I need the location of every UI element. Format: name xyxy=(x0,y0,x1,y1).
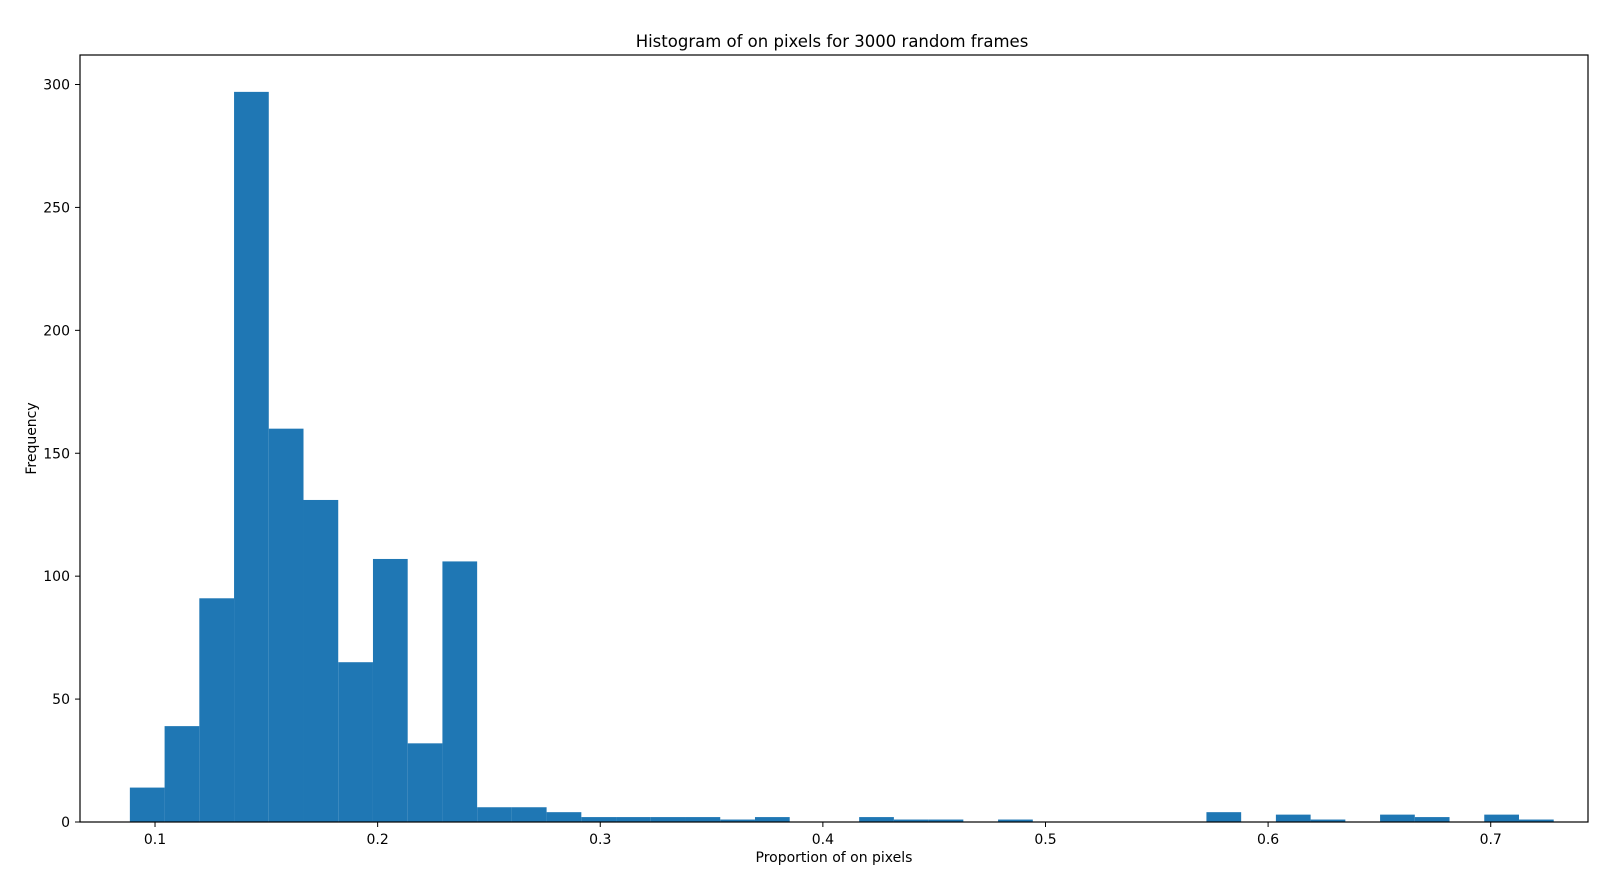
y-tick-label: 200 xyxy=(43,323,70,339)
histogram-bar xyxy=(234,91,269,822)
histogram-bar xyxy=(164,726,200,822)
histogram-bar xyxy=(546,812,582,822)
histogram-bar xyxy=(372,558,408,822)
histogram-bar xyxy=(268,428,304,822)
x-tick-label: 0.4 xyxy=(812,832,834,848)
histogram-bar xyxy=(720,819,755,822)
y-axis-ticks: 0 50 100 150 200 250 300 xyxy=(43,78,80,831)
y-tick-label: 250 xyxy=(43,200,70,216)
histogram-bar xyxy=(581,817,617,822)
histogram-bar xyxy=(1518,819,1554,822)
histogram-bar xyxy=(1484,814,1519,822)
x-tick-label: 0.6 xyxy=(1257,832,1279,848)
x-tick-label: 0.5 xyxy=(1034,832,1056,848)
histogram-bar xyxy=(685,817,721,822)
y-axis-label: Frequency xyxy=(24,402,40,474)
x-tick-label: 0.1 xyxy=(144,832,166,848)
y-tick-label: 0 xyxy=(61,815,70,831)
histogram-bar xyxy=(199,598,235,822)
histogram-bar xyxy=(1310,819,1346,822)
x-axis-label: Proportion of on pixels xyxy=(756,850,913,866)
x-tick-label: 0.3 xyxy=(589,832,611,848)
histogram-bar xyxy=(1206,812,1242,822)
histogram-bar xyxy=(477,807,512,822)
y-tick-label: 150 xyxy=(43,446,70,462)
histogram-bar xyxy=(650,817,686,822)
histogram-bar xyxy=(998,819,1033,822)
histogram-bar xyxy=(928,819,964,822)
histogram-bar xyxy=(442,561,478,822)
histogram-bar xyxy=(893,819,929,822)
bars-layer xyxy=(129,91,1554,822)
histogram-bar xyxy=(616,817,651,822)
histogram-bar xyxy=(1414,817,1450,822)
histogram-bar xyxy=(407,743,443,822)
histogram-bar xyxy=(511,807,547,822)
histogram-bar xyxy=(754,817,790,822)
y-tick-label: 50 xyxy=(52,692,70,708)
histogram-bar xyxy=(303,499,339,822)
histogram-bar xyxy=(1380,814,1415,822)
x-tick-label: 0.2 xyxy=(367,832,389,848)
histogram-bar xyxy=(1275,814,1311,822)
plot-frame xyxy=(79,54,1589,823)
y-tick-label: 100 xyxy=(43,569,70,585)
y-tick-label: 300 xyxy=(43,78,70,94)
x-axis-ticks: 0.1 0.2 0.3 0.4 0.5 0.6 0.7 xyxy=(144,822,1502,848)
histogram-bar xyxy=(859,817,894,822)
chart-title: Histogram of on pixels for 3000 random f… xyxy=(636,32,1029,51)
histogram-bar xyxy=(129,787,165,822)
x-tick-label: 0.7 xyxy=(1480,832,1502,848)
histogram-bar xyxy=(338,662,373,822)
